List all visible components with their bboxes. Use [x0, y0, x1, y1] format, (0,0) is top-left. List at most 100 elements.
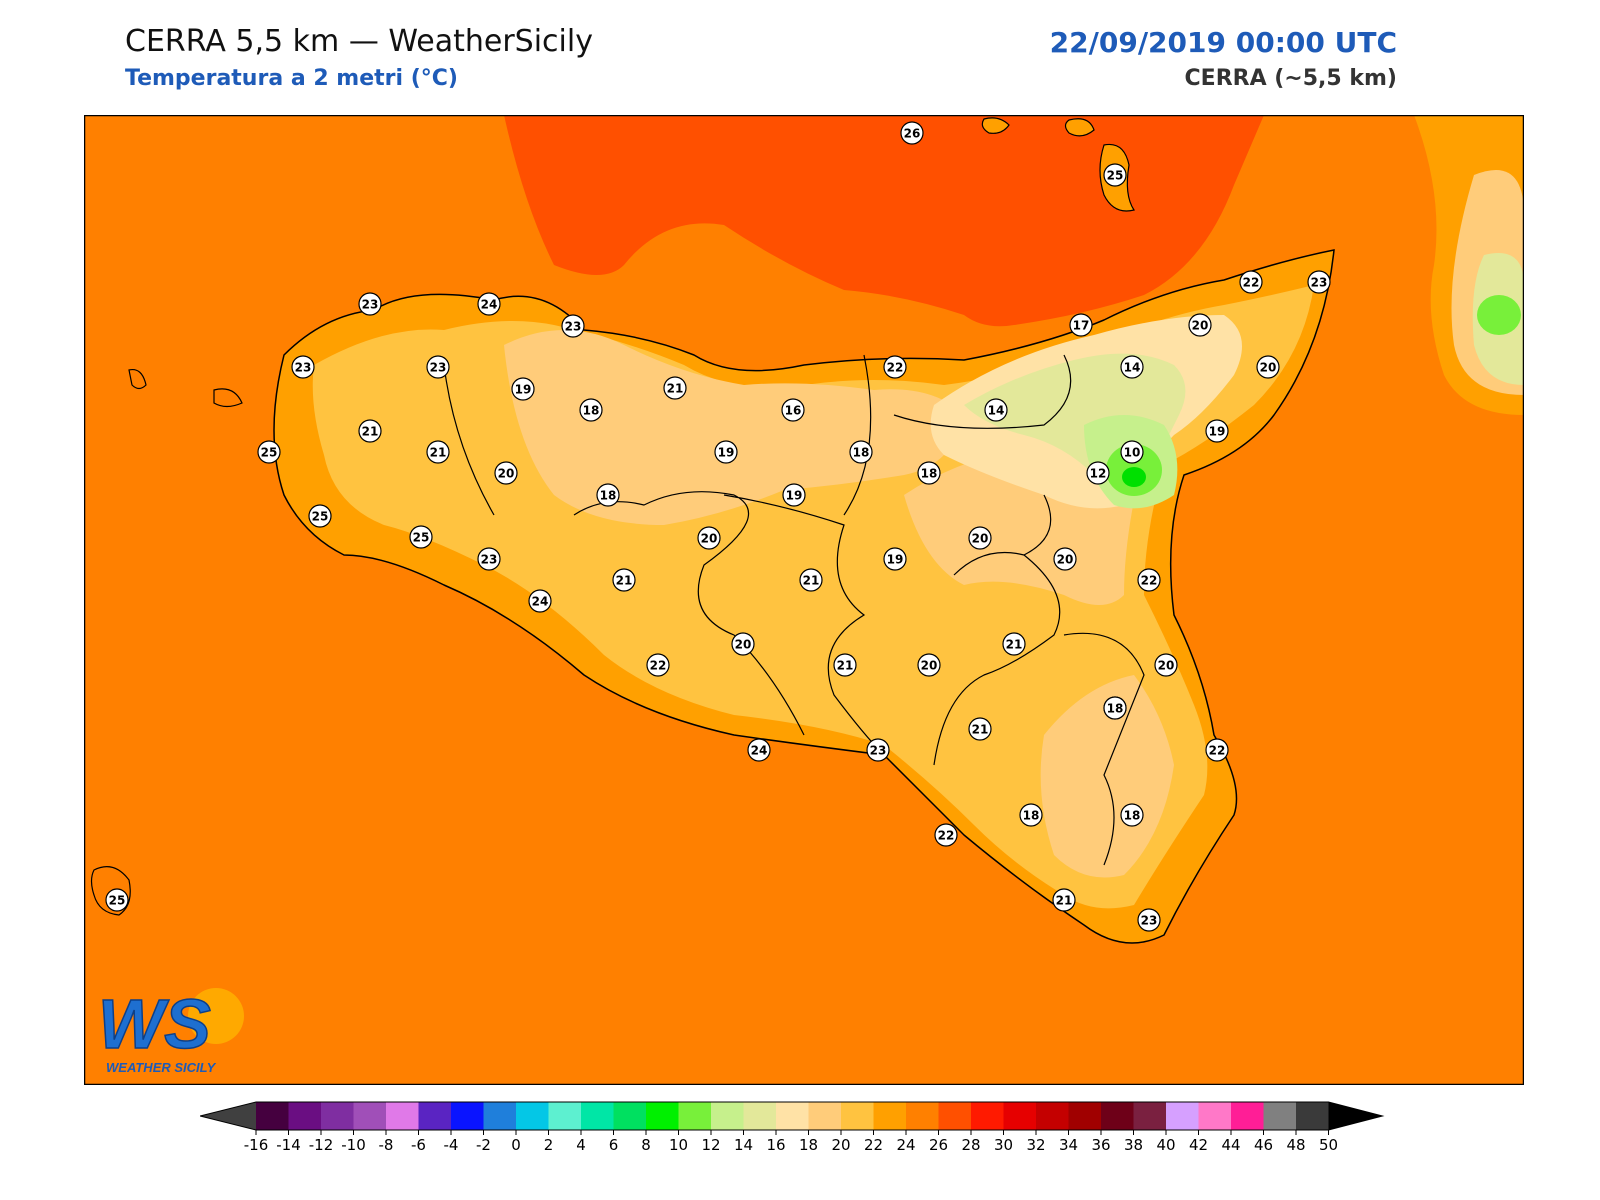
- colorbar-segment: [841, 1102, 874, 1130]
- station-marker: 21: [612, 568, 636, 592]
- station-value: 16: [785, 404, 802, 418]
- station-marker: 20: [1053, 547, 1077, 571]
- colorbar-tick-label: -8: [379, 1136, 394, 1154]
- colorbar-segment: [256, 1102, 289, 1130]
- station-marker: 20: [968, 526, 992, 550]
- station-marker: 18: [849, 440, 873, 464]
- station-marker: 20: [917, 653, 941, 677]
- station-marker: 21: [968, 717, 992, 741]
- island-egadi-2: [213, 388, 243, 408]
- station-value: 23: [430, 361, 447, 375]
- station-value: 24: [751, 744, 768, 758]
- station-circle: [426, 440, 450, 464]
- colorbar-segment: [353, 1102, 387, 1130]
- station-value: 21: [1056, 894, 1073, 908]
- colorbar-tick-label: 4: [576, 1136, 586, 1154]
- island-ustica: [981, 117, 1010, 134]
- station-value: 14: [988, 404, 1005, 418]
- station-value: 20: [972, 532, 989, 546]
- colorbar-tick-label: 6: [609, 1136, 619, 1154]
- colorbar-tick-label: 36: [1091, 1136, 1110, 1154]
- island-egadi-1: [128, 368, 147, 390]
- colorbar-under-arrow: [200, 1102, 256, 1130]
- colorbar-tick-label: 14: [734, 1136, 753, 1154]
- station-circle: [612, 568, 636, 592]
- logo-name: WEATHER SICILY: [106, 1060, 217, 1075]
- station-circle: [358, 419, 382, 443]
- station-circle: [511, 377, 535, 401]
- station-value: 18: [1107, 702, 1124, 716]
- colorbar-segment: [1068, 1102, 1102, 1130]
- station-circle: [646, 653, 670, 677]
- station-marker: 24: [747, 738, 771, 762]
- station-value: 22: [1243, 276, 1260, 290]
- colorbar-segment: [613, 1102, 647, 1130]
- station-marker: 23: [477, 547, 501, 571]
- station-marker: 14: [1120, 355, 1144, 379]
- colorbar-tick-label: 16: [766, 1136, 785, 1154]
- station-value: 23: [295, 361, 312, 375]
- colorbar-segment: [1003, 1102, 1037, 1130]
- station-circle: [883, 355, 907, 379]
- station-value: 22: [1141, 574, 1158, 588]
- station-circle: [917, 461, 941, 485]
- station-value: 18: [921, 467, 938, 481]
- map-subtitle: Temperatura a 2 metri (°C): [125, 66, 458, 91]
- station-value: 21: [803, 574, 820, 588]
- colorbar-tick-label: 2: [544, 1136, 554, 1154]
- station-circle: [934, 823, 958, 847]
- station-circle: [105, 888, 129, 912]
- station-circle: [833, 653, 857, 677]
- station-marker: 20: [1256, 355, 1280, 379]
- map-title: CERRA 5,5 km — WeatherSicily: [125, 24, 593, 59]
- station-circle: [308, 504, 332, 528]
- station-marker: 21: [426, 440, 450, 464]
- colorbar-tick-label: 38: [1124, 1136, 1143, 1154]
- station-marker: 14: [984, 398, 1008, 422]
- station-value: 21: [1006, 638, 1023, 652]
- colorbar-tick-label: 8: [641, 1136, 651, 1154]
- station-value: 23: [1141, 914, 1158, 928]
- colorbar-segment: [548, 1102, 582, 1130]
- station-marker: 23: [426, 355, 450, 379]
- station-value: 25: [312, 510, 329, 524]
- station-marker: 24: [528, 589, 552, 613]
- station-marker: 22: [1205, 738, 1229, 762]
- station-value: 19: [887, 553, 904, 567]
- station-circle: [1002, 632, 1026, 656]
- colorbar-segment: [808, 1102, 842, 1130]
- station-marker: 26: [900, 121, 924, 145]
- station-marker: 18: [1019, 803, 1043, 827]
- station-value: 22: [887, 361, 904, 375]
- station-circle: [477, 292, 501, 316]
- station-value: 18: [600, 489, 617, 503]
- colorbar-tick-label: 22: [864, 1136, 883, 1154]
- station-circle: [697, 526, 721, 550]
- station-marker: 23: [1137, 908, 1161, 932]
- station-marker: 20: [697, 526, 721, 550]
- colorbar-segment: [971, 1102, 1004, 1130]
- station-marker: 20: [731, 632, 755, 656]
- station-marker: 22: [646, 653, 670, 677]
- colorbar-segment: [386, 1102, 419, 1130]
- colorbar-tick-label: 42: [1189, 1136, 1208, 1154]
- station-value: 20: [498, 467, 515, 481]
- colorbar-segment: [776, 1102, 809, 1130]
- station-circle: [494, 461, 518, 485]
- station-circle: [984, 398, 1008, 422]
- colorbar-segment: [288, 1102, 322, 1130]
- ws-logo-icon: WS WEATHER SICILY: [97, 984, 244, 1075]
- station-circle: [1053, 547, 1077, 571]
- colorbar-tick-label: 12: [701, 1136, 720, 1154]
- colorbar-tick-label: 0: [511, 1136, 521, 1154]
- colorbar-segment: [646, 1102, 679, 1130]
- station-markers: 26 25 23 24 23 22 23 23 23 19 18 21 22 17 20 14 20 16 14 21…: [105, 121, 1331, 932]
- station-value: 19: [515, 383, 532, 397]
- station-value: 20: [701, 532, 718, 546]
- station-marker: 18: [596, 483, 620, 507]
- station-circle: [968, 526, 992, 550]
- colorbar-segment: [1166, 1102, 1199, 1130]
- station-circle: [883, 547, 907, 571]
- station-marker: 25: [105, 888, 129, 912]
- colorbar-segment: [1036, 1102, 1069, 1130]
